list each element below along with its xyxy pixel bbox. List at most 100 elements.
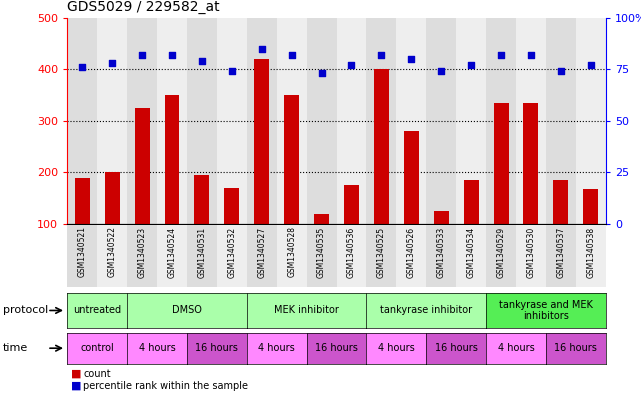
Text: 16 hours: 16 hours [435,343,478,353]
Bar [434,211,449,224]
Bar [277,225,306,287]
Text: GSM1340525: GSM1340525 [377,226,386,277]
Text: GSM1340531: GSM1340531 [197,226,206,277]
Bar [67,225,97,287]
Bar [75,178,90,224]
Bar [127,18,157,224]
Text: ■: ■ [71,381,81,391]
Text: 16 hours: 16 hours [315,343,358,353]
Bar [367,18,396,224]
Bar [247,225,277,287]
Bar [247,18,277,224]
Text: DMSO: DMSO [172,305,202,316]
Bar [187,18,217,224]
Text: GSM1340536: GSM1340536 [347,226,356,278]
Bar [157,225,187,287]
Text: GSM1340529: GSM1340529 [497,226,506,277]
Bar [104,173,120,224]
Bar [546,18,576,224]
Bar [127,225,157,287]
Text: percentile rank within the sample: percentile rank within the sample [83,381,248,391]
Text: count: count [83,369,111,379]
Bar [97,225,127,287]
Bar [306,18,337,224]
Bar [157,18,187,224]
Bar [486,18,516,224]
Bar [284,95,299,224]
Point [227,68,237,74]
Text: GSM1340526: GSM1340526 [407,226,416,277]
Bar [277,18,306,224]
Text: 16 hours: 16 hours [554,343,597,353]
Bar [516,18,546,224]
Bar [314,214,329,224]
Bar [426,18,456,224]
Bar [546,225,576,287]
Point [287,51,297,58]
Text: tankyrase and MEK
inhibitors: tankyrase and MEK inhibitors [499,300,593,321]
Bar [553,180,569,224]
Text: ■: ■ [71,369,81,379]
Text: GSM1340530: GSM1340530 [526,226,535,278]
Bar [374,69,389,224]
Bar [135,108,149,224]
Text: 4 hours: 4 hours [138,343,176,353]
Text: GSM1340533: GSM1340533 [437,226,445,278]
Point [317,70,327,77]
Bar [583,189,598,224]
Point [556,68,566,74]
Bar [456,18,486,224]
Bar [217,225,247,287]
Bar [224,188,239,224]
Text: control: control [80,343,114,353]
Text: 4 hours: 4 hours [258,343,295,353]
Point [167,51,177,58]
Text: GSM1340521: GSM1340521 [78,226,87,277]
Text: untreated: untreated [73,305,121,316]
Bar [217,18,247,224]
Text: time: time [3,343,28,353]
Bar [396,225,426,287]
Point [77,64,87,70]
Text: GSM1340528: GSM1340528 [287,226,296,277]
Point [526,51,536,58]
Text: GSM1340524: GSM1340524 [167,226,176,277]
Bar [306,225,337,287]
Point [376,51,387,58]
Text: protocol: protocol [3,305,49,316]
Text: GSM1340535: GSM1340535 [317,226,326,278]
Text: GSM1340537: GSM1340537 [556,226,565,278]
Bar [404,131,419,224]
Bar [165,95,179,224]
Text: GSM1340523: GSM1340523 [138,226,147,277]
Text: tankyrase inhibitor: tankyrase inhibitor [380,305,472,316]
Bar [463,180,479,224]
Point [466,62,476,68]
Bar [97,18,127,224]
Text: 4 hours: 4 hours [497,343,535,353]
Bar [456,225,486,287]
Point [436,68,446,74]
Point [137,51,147,58]
Bar [254,59,269,224]
Text: GSM1340532: GSM1340532 [228,226,237,277]
Bar [67,18,97,224]
Bar [337,225,367,287]
Bar [344,185,359,224]
Text: MEK inhibitor: MEK inhibitor [274,305,339,316]
Text: 16 hours: 16 hours [196,343,238,353]
Bar [576,225,606,287]
Bar [524,103,538,224]
Bar [337,18,367,224]
Text: GSM1340527: GSM1340527 [257,226,266,277]
Point [197,58,207,64]
Text: GSM1340534: GSM1340534 [467,226,476,278]
Bar [494,103,508,224]
Bar [516,225,546,287]
Point [346,62,356,68]
Point [586,62,596,68]
Bar [194,175,210,224]
Bar [426,225,456,287]
Text: GDS5029 / 229582_at: GDS5029 / 229582_at [67,0,220,14]
Bar [187,225,217,287]
